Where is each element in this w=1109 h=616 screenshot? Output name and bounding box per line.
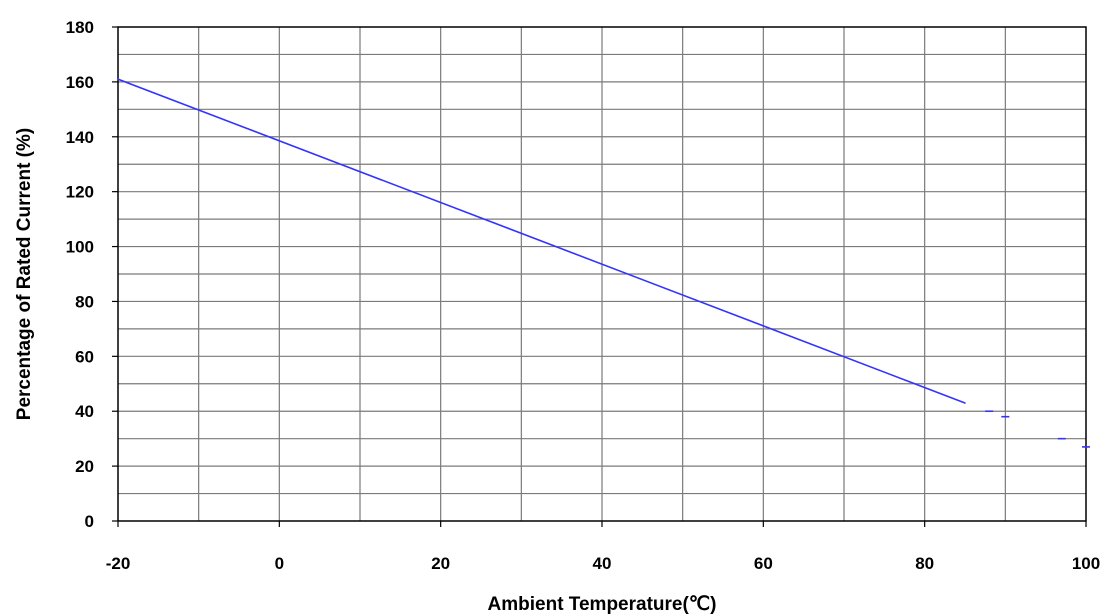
y-axis-title: Percentage of Rated Current (%) [14,128,35,420]
x-tick-label: 100 [1072,554,1100,573]
x-tick-label: 0 [275,554,284,573]
y-tick-label: 60 [75,347,94,366]
y-tick-label: 100 [66,238,94,257]
grid [118,27,1086,521]
series-group [117,78,1090,448]
x-tick-label: 40 [593,554,612,573]
x-tick-labels: -20 0 20 40 60 80 100 [106,521,1100,573]
y-tick-label: 140 [66,128,94,147]
y-tick-label: 40 [75,402,94,421]
data-point [117,78,119,80]
y-tick-label: 160 [66,73,94,92]
y-tick-labels: 0 20 40 60 80 100 120 140 160 180 [66,18,118,531]
x-axis-title: Ambient Temperature(℃) [488,594,717,615]
x-tick-label: -20 [106,554,131,573]
y-tick-label: 80 [75,292,94,311]
data-line [117,78,966,404]
x-tick-label: 80 [915,554,934,573]
y-tick-label: 180 [66,18,94,37]
x-tick-label: 20 [431,554,450,573]
y-tick-label: 20 [75,457,94,476]
y-tick-label: 0 [85,512,94,531]
data-point [964,402,966,404]
y-tick-label: 120 [66,183,94,202]
x-tick-label: 60 [754,554,773,573]
